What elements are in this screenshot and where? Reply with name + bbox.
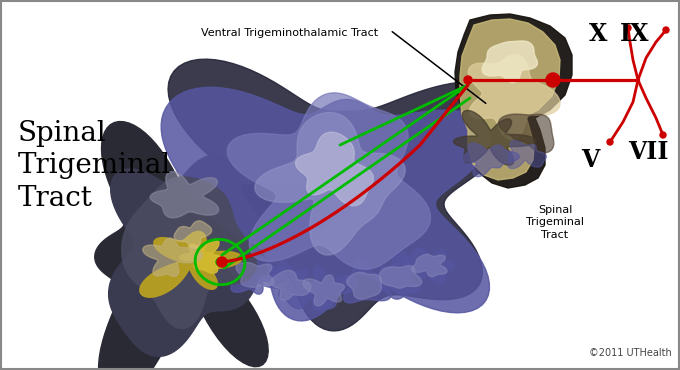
- Polygon shape: [236, 262, 274, 287]
- Polygon shape: [258, 262, 316, 309]
- Polygon shape: [255, 112, 405, 255]
- Polygon shape: [140, 232, 242, 297]
- Polygon shape: [461, 143, 520, 177]
- Polygon shape: [174, 221, 211, 248]
- Text: Spinal
Trigeminal
Tract: Spinal Trigeminal Tract: [526, 205, 584, 240]
- Polygon shape: [508, 140, 547, 169]
- Polygon shape: [498, 114, 554, 153]
- Polygon shape: [482, 41, 537, 83]
- Polygon shape: [460, 19, 560, 180]
- Text: ©2011 UTHealth: ©2011 UTHealth: [590, 348, 672, 358]
- Polygon shape: [455, 14, 572, 188]
- Circle shape: [607, 139, 613, 145]
- Polygon shape: [379, 266, 422, 288]
- Polygon shape: [150, 172, 219, 218]
- Polygon shape: [161, 87, 490, 321]
- Text: IX: IX: [620, 22, 650, 46]
- Polygon shape: [288, 267, 357, 311]
- Polygon shape: [454, 111, 535, 165]
- Polygon shape: [296, 132, 373, 206]
- Circle shape: [464, 76, 472, 84]
- Text: VII: VII: [628, 140, 668, 164]
- Polygon shape: [143, 238, 203, 276]
- Polygon shape: [95, 121, 329, 370]
- Text: Ventral Trigeminothalamic Tract: Ventral Trigeminothalamic Tract: [201, 28, 379, 38]
- Polygon shape: [403, 248, 455, 285]
- Polygon shape: [303, 275, 345, 306]
- Polygon shape: [270, 270, 311, 300]
- Polygon shape: [343, 260, 391, 303]
- Polygon shape: [180, 240, 220, 273]
- Polygon shape: [229, 256, 287, 294]
- Circle shape: [216, 258, 224, 266]
- Text: X: X: [589, 22, 607, 46]
- Polygon shape: [154, 59, 521, 331]
- Polygon shape: [411, 254, 447, 277]
- Polygon shape: [347, 272, 381, 299]
- Circle shape: [217, 257, 227, 267]
- Circle shape: [660, 132, 666, 138]
- Polygon shape: [379, 251, 426, 299]
- Polygon shape: [109, 155, 267, 356]
- Polygon shape: [122, 177, 256, 329]
- Polygon shape: [227, 93, 430, 269]
- Text: Spinal
Trigeminal
Tract: Spinal Trigeminal Tract: [18, 120, 171, 212]
- Polygon shape: [469, 55, 560, 139]
- Circle shape: [546, 73, 560, 87]
- Text: V: V: [581, 148, 599, 172]
- Circle shape: [625, 25, 631, 31]
- Circle shape: [663, 27, 669, 33]
